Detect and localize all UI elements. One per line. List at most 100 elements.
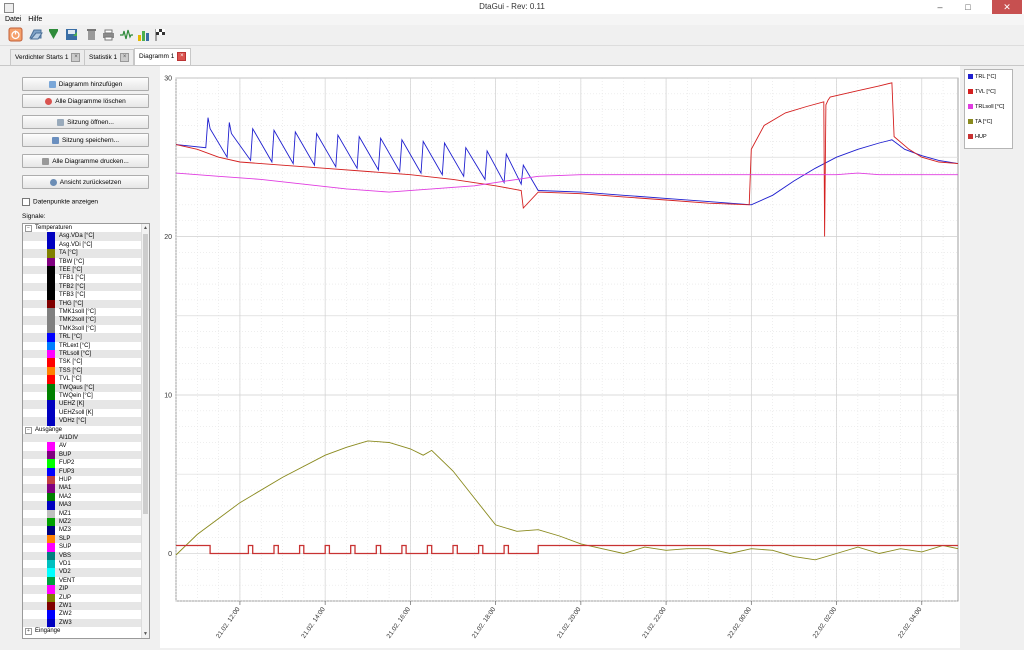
tree-signal-item[interactable]: AV [23, 442, 141, 451]
tab-close-icon[interactable]: × [120, 52, 130, 62]
color-swatch [47, 492, 55, 502]
chart-area[interactable]: 0 10 20 30 21.02. 12:00 21.02. 14:00 21.02. 16… [160, 66, 960, 648]
tree-signal-item[interactable]: Asg.VDi [°C] [23, 240, 141, 250]
tree-signal-item[interactable]: AI1DIV [23, 434, 141, 443]
reset-view-button[interactable]: Ansicht zurücksetzen [22, 175, 149, 189]
tree-signal-item[interactable]: TRLsoll [°C] [23, 350, 141, 359]
tree-signal-item[interactable]: HUP [23, 476, 141, 485]
tab-verdichter-starts[interactable]: Verdichter Starts 1 × [10, 49, 86, 65]
tree-signal-item[interactable]: TRLext [°C] [23, 341, 141, 350]
add-diagram-button[interactable]: Diagramm hinzufügen [22, 77, 149, 91]
tree-signal-item[interactable]: MZ3 [23, 526, 141, 535]
flag-icon[interactable] [153, 27, 168, 42]
tree-signal-item[interactable]: TFB3 [°C] [23, 291, 141, 300]
tree-signal-item[interactable]: MA1 [23, 484, 141, 493]
tree-signal-item[interactable]: MA2 [23, 492, 141, 502]
print-icon[interactable] [101, 27, 116, 42]
tab-diagramm[interactable]: Diagramm 1 × [134, 48, 192, 65]
menu-datei[interactable]: Datei [5, 16, 22, 23]
collapse-icon[interactable]: − [25, 426, 32, 434]
tree-signal-item[interactable]: TSK [°C] [23, 358, 141, 367]
tree-signal-item[interactable]: TA [°C] [23, 249, 141, 258]
delete-all-diagrams-button[interactable]: Alle Diagramme löschen [22, 94, 149, 108]
download-icon[interactable] [46, 27, 61, 42]
tree-signal-item[interactable]: VD1 [23, 560, 141, 569]
tree-signal-item[interactable]: TSS [°C] [23, 366, 141, 376]
tree-scrollbar[interactable]: ▲ ▼ [141, 224, 149, 638]
tree-group[interactable]: + Eingänge [23, 627, 141, 636]
scroll-thumb[interactable] [143, 234, 148, 514]
close-button[interactable]: ✕ [992, 0, 1022, 14]
legend-swatch [968, 89, 973, 95]
expand-icon[interactable]: + [25, 628, 32, 636]
signal-tree[interactable]: + Eingänge ZW3 ZW2 ZW1 ZUP ZIP VENT VD2 VD1 VBS SUP… [22, 223, 150, 639]
open-icon[interactable] [28, 27, 43, 42]
signal-label: HUP [59, 477, 72, 483]
tree-signal-item[interactable]: FUP2 [23, 459, 141, 468]
tree-signal-item[interactable]: UEHZ [K] [23, 400, 141, 409]
tree-signal-item[interactable]: TMK2soll [°C] [23, 316, 141, 325]
delete-icon[interactable] [84, 27, 99, 42]
tree-signal-item[interactable]: TRL [°C] [23, 333, 141, 342]
tree-signal-item[interactable]: TEE [°C] [23, 266, 141, 275]
tree-signal-item[interactable]: TFB2 [°C] [23, 282, 141, 292]
tree-signal-item[interactable]: UEHZsoll [K] [23, 408, 141, 418]
tab-statistik[interactable]: Statistik 1 × [84, 49, 135, 65]
print-all-diagrams-button[interactable]: Alle Diagramme drucken... [22, 154, 149, 168]
app-icon [4, 3, 14, 13]
tree-signal-item[interactable]: ZW1 [23, 602, 141, 611]
signal-icon[interactable] [119, 27, 134, 42]
tree-signal-item[interactable]: VBS [23, 551, 141, 560]
collapse-icon[interactable]: − [25, 225, 32, 232]
open-session-button[interactable]: Sitzung öffnen... [22, 115, 149, 129]
legend-swatch [968, 74, 973, 80]
tree-signal-item[interactable]: BUP [23, 450, 141, 460]
tree-signal-item[interactable]: TBW [°C] [23, 257, 141, 266]
tree-signal-item[interactable]: SUP [23, 543, 141, 552]
bar-chart-icon[interactable] [136, 27, 151, 42]
checkbox-box[interactable] [22, 198, 30, 206]
tree-signal-item[interactable]: TVL [°C] [23, 375, 141, 384]
x-tick-label: 21.02. 14:00 [300, 606, 327, 640]
color-swatch [47, 408, 55, 418]
tree-signal-item[interactable]: THG [°C] [23, 299, 141, 308]
signal-label: UEHZsoll [K] [59, 409, 94, 416]
signal-label: MA1 [59, 485, 72, 492]
color-swatch [47, 240, 55, 250]
button-label: Diagramm hinzufügen [58, 81, 123, 88]
save-icon[interactable] [64, 27, 79, 42]
tree-signal-item[interactable]: TMK1soll [°C] [23, 308, 141, 317]
tree-signal-item[interactable]: TWQaus [°C] [23, 383, 141, 392]
tree-signal-item[interactable]: MZ1 [23, 509, 141, 518]
tree-signal-item[interactable]: MZ2 [23, 518, 141, 527]
menu-hilfe[interactable]: Hilfe [28, 16, 43, 23]
tree-signal-item[interactable]: VDHz [°C] [23, 417, 141, 426]
color-swatch [47, 501, 55, 510]
tree-signal-item[interactable]: VD2 [23, 568, 141, 577]
tab-close-icon[interactable]: × [177, 51, 187, 61]
tree-signal-item[interactable]: ZW3 [23, 618, 141, 628]
tree-signal-item[interactable]: TMK3soll [°C] [23, 324, 141, 334]
tree-signal-item[interactable]: VENT [23, 576, 141, 586]
scroll-down-icon[interactable]: ▼ [143, 631, 148, 637]
scroll-up-icon[interactable]: ▲ [143, 225, 148, 231]
tree-signal-item[interactable]: FUP3 [23, 467, 141, 476]
tree-signal-item[interactable]: SLP [23, 534, 141, 544]
minimize-button[interactable]: – [937, 2, 943, 12]
tree-signal-item[interactable]: TWQein [°C] [23, 392, 141, 401]
power-icon[interactable] [8, 27, 23, 42]
tree-signal-item[interactable]: ZIP [23, 585, 141, 594]
signal-label: TFB2 [°C] [59, 283, 86, 290]
save-session-button[interactable]: Sitzung speichern... [22, 133, 149, 147]
tree-group[interactable]: − Temperaturen [23, 224, 141, 232]
tab-close-icon[interactable]: × [71, 52, 81, 62]
line-chart[interactable]: 0 10 20 30 21.02. 12:00 21.02. 14:00 21.02. 16… [160, 66, 960, 648]
tree-signal-item[interactable]: ZW2 [23, 610, 141, 619]
show-datapoints-checkbox[interactable]: Datenpunkte anzeigen [22, 198, 98, 206]
tree-signal-item[interactable]: ZUP [23, 593, 141, 602]
maximize-button[interactable]: □ [965, 2, 971, 12]
tree-group[interactable]: − Ausgänge [23, 426, 141, 434]
tree-signal-item[interactable]: Asg.VDa [°C] [23, 232, 141, 241]
tree-signal-item[interactable]: TFB1 [°C] [23, 274, 141, 283]
tree-signal-item[interactable]: MA3 [23, 501, 141, 510]
